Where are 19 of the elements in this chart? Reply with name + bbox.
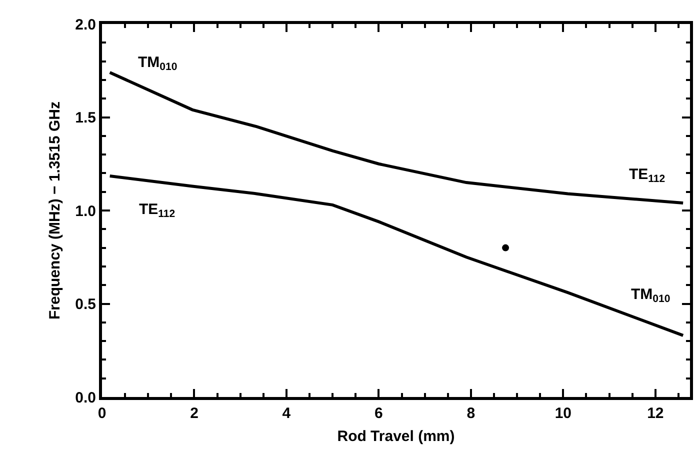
x-tick-label: 10 bbox=[554, 405, 572, 422]
x-tick-label: 0 bbox=[98, 405, 106, 422]
annotation: TM$_{010}$ bbox=[138, 54, 178, 74]
y-axis-title: Frequency (MHz) − 1.3515 GHz bbox=[46, 102, 64, 320]
x-tick-label: 12 bbox=[647, 405, 664, 422]
x-tick-label: 4 bbox=[282, 405, 292, 422]
y-tick-label: 1.5 bbox=[75, 110, 96, 126]
line-series bbox=[108, 70, 685, 205]
x-tick-label: 2 bbox=[190, 405, 198, 422]
y-tick-label: 0.0 bbox=[75, 389, 96, 406]
x-tick-label: 8 bbox=[466, 405, 476, 422]
y-tick-label: 2.0 bbox=[75, 16, 96, 34]
annotation: TE$_{112}$ bbox=[629, 166, 666, 186]
y-tick-label: 1.0 bbox=[75, 202, 96, 220]
annotation: TM$_{010}$ bbox=[631, 286, 670, 306]
annotation: TE$_{112}$ bbox=[139, 201, 176, 220]
y-tick-label: 0.5 bbox=[75, 296, 96, 313]
x-tick-label: 6 bbox=[374, 405, 383, 422]
x-axis-title: Rod Travel (mm) bbox=[337, 428, 455, 445]
